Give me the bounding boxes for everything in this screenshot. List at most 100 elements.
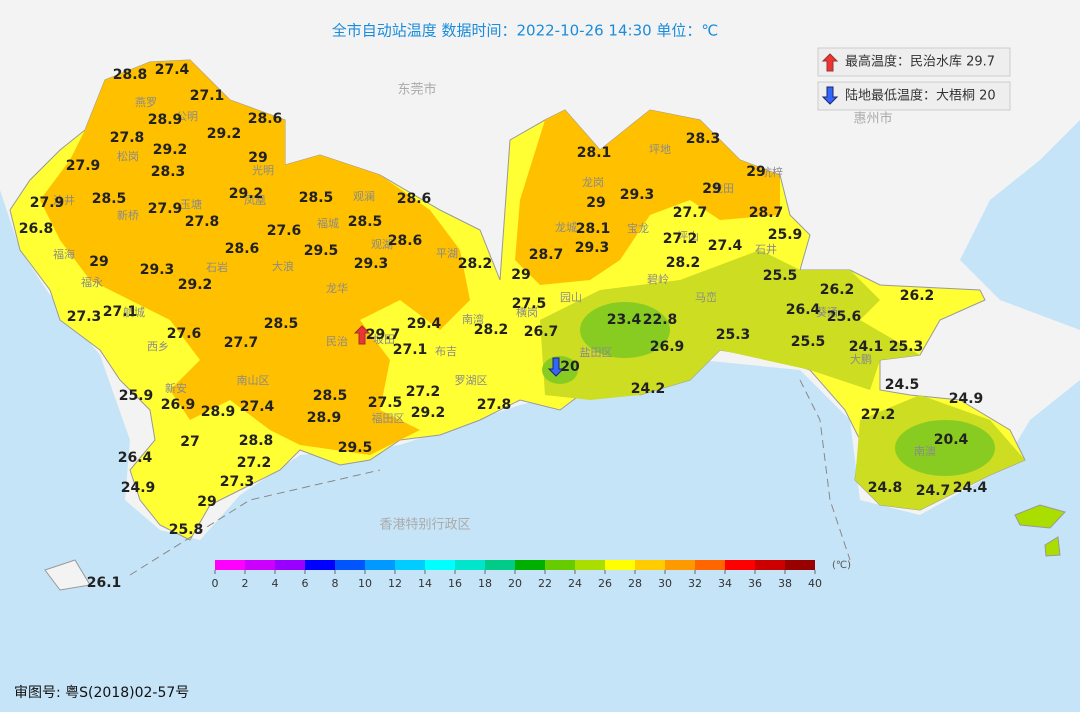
place-name: 坪地 <box>649 143 671 156</box>
place-name: 观湖 <box>371 238 393 251</box>
station-temp: 29 <box>586 195 605 211</box>
station-temp: 26.7 <box>524 324 559 340</box>
station-temp: 26.8 <box>19 221 54 237</box>
station-temp: 27.6 <box>167 326 202 342</box>
station-temp: 25.5 <box>791 334 826 350</box>
station-temp: 27.6 <box>267 223 302 239</box>
place-name: 公明 <box>176 110 198 123</box>
place-name: 坑梓 <box>761 165 783 179</box>
place-name: 葵涌 <box>816 306 838 319</box>
station-temp: 28.5 <box>348 214 383 230</box>
colorbar-segment <box>575 560 605 570</box>
place-name: 福田区 <box>372 411 405 425</box>
station-temp: 28.5 <box>92 191 127 207</box>
station-temp: 20.4 <box>934 432 969 448</box>
colorbar-label: 32 <box>688 577 702 590</box>
boundary <box>129 379 851 576</box>
station-temp: 27.1 <box>190 88 225 104</box>
colorbar-segment <box>755 560 785 570</box>
place-name: 园山 <box>560 291 582 304</box>
station-temp: 29 <box>702 181 721 197</box>
title: 全市自动站温度 数据时间：2022-10-26 14:30 单位：℃ <box>332 22 719 40</box>
colorbar-label: 20 <box>508 577 522 590</box>
station-temp: 26.9 <box>161 397 196 413</box>
station-temp: 28.5 <box>264 316 299 332</box>
station-temp: 24.8 <box>868 480 903 496</box>
station-temp: 26.2 <box>820 282 855 298</box>
station-temp: 25.5 <box>763 268 798 284</box>
colorbar-segment <box>725 560 755 570</box>
station-temp: 28.9 <box>201 404 236 420</box>
colorbar-segment <box>245 560 275 570</box>
station-temp: 27.9 <box>66 158 101 174</box>
station-temp: 27.1 <box>103 304 138 320</box>
station-temp: 28.2 <box>474 322 509 338</box>
station-temp: 27.2 <box>663 231 698 247</box>
place-name: 盐田区 <box>580 346 613 359</box>
colorbar-segment <box>665 560 695 570</box>
colorbar-label: 40 <box>808 577 822 590</box>
station-temp: 22.8 <box>643 312 678 328</box>
station-temp: 28.2 <box>458 256 493 272</box>
place-name: 燕罗 <box>135 96 157 109</box>
station-temp: 27.2 <box>237 455 272 471</box>
station-temp: 29.2 <box>153 142 188 158</box>
max-box <box>817 47 1011 77</box>
station-temp: 27.5 <box>512 296 547 312</box>
colorbar-label: 4 <box>272 577 279 590</box>
station-temp: 27.7 <box>224 335 259 351</box>
station-temp: 26.9 <box>650 339 685 355</box>
min-box <box>817 81 1011 111</box>
place-name: 福永 <box>81 275 103 289</box>
colorbar-label: 12 <box>388 577 402 590</box>
sea <box>960 120 1080 330</box>
colorbar-label: 16 <box>448 577 462 590</box>
station-temp: 29.7 <box>366 327 401 343</box>
station-temp: 27.8 <box>185 214 220 230</box>
place-name: 民治 <box>326 334 348 348</box>
station-temp: 25.3 <box>716 327 751 343</box>
station-temp: 24.9 <box>121 480 156 496</box>
station-temp: 28.1 <box>577 145 612 161</box>
station-temp: 27.8 <box>110 130 145 146</box>
station-temp: 27.8 <box>477 397 512 413</box>
place-name: 宝龙 <box>627 221 649 235</box>
station-temp: 28.1 <box>576 221 611 237</box>
colorbar-segment <box>215 560 245 570</box>
station-temp: 24.4 <box>953 480 988 496</box>
place-name: 凤凰 <box>244 194 266 207</box>
island <box>44 559 91 591</box>
station-temp: 20 <box>560 359 580 375</box>
place-name: 罗湖区 <box>455 374 488 387</box>
max-icon <box>821 53 839 72</box>
colorbar-label: 24 <box>568 577 582 590</box>
station-temp: 29.3 <box>575 240 610 256</box>
place-name: 玉塘 <box>180 197 202 211</box>
station-temp: 29 <box>89 254 108 270</box>
station-temp: 27.4 <box>240 399 275 415</box>
station-temp: 27.2 <box>406 384 441 400</box>
place-name: 龙田 <box>712 182 734 195</box>
place-name: 南山区 <box>237 374 270 387</box>
station-temp: 28.6 <box>225 241 260 257</box>
station-temp: 26.4 <box>118 450 153 466</box>
min-marker <box>547 357 565 377</box>
station-temp: 28.2 <box>666 255 701 271</box>
station-temp: 29 <box>511 267 530 283</box>
station-temp: 28.7 <box>529 247 564 263</box>
station-temp: 25.9 <box>119 388 154 404</box>
station-temp: 25.9 <box>768 227 803 243</box>
station-temp: 29.2 <box>411 405 446 421</box>
station-temp: 27.3 <box>220 474 255 490</box>
colorbar-segment <box>455 560 485 570</box>
station-temp: 28.8 <box>239 433 274 449</box>
station-temp: 25.6 <box>827 309 862 325</box>
approval: 审图号: 粤S(2018)02-57号 <box>14 685 189 701</box>
station-temp: 27.1 <box>393 342 428 358</box>
colorbar-segment <box>305 560 335 570</box>
station-temp: 27.3 <box>67 309 102 325</box>
max-label: 最高温度：民治水库 29.7 <box>845 54 995 70</box>
colorbar-segment <box>335 560 365 570</box>
